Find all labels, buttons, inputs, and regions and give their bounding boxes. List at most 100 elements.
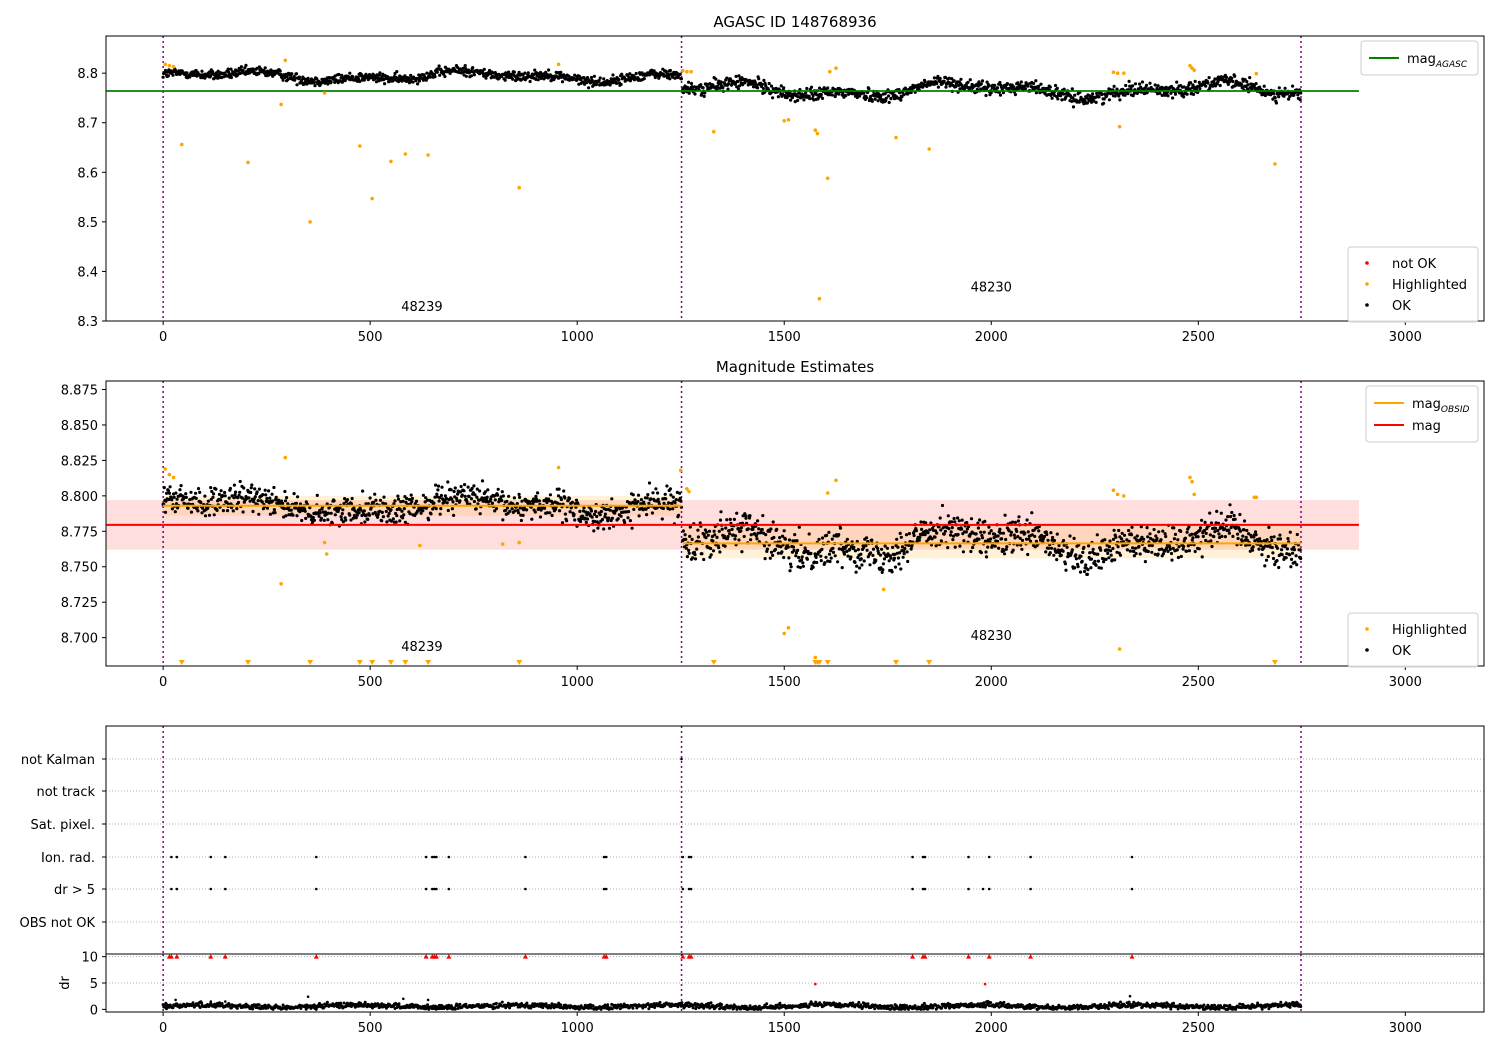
ok-point bbox=[161, 75, 165, 79]
ok-point bbox=[367, 513, 372, 517]
ok-point bbox=[411, 80, 415, 84]
legend-label-subscript: OBSID bbox=[1441, 405, 1470, 415]
ok-point bbox=[326, 511, 330, 515]
ok-point bbox=[1299, 556, 1303, 561]
ok-point bbox=[396, 494, 400, 498]
ok-point bbox=[212, 492, 216, 496]
ok-point bbox=[769, 84, 774, 88]
ok-point bbox=[292, 492, 296, 496]
ok-point bbox=[347, 75, 351, 79]
ok-point bbox=[378, 71, 382, 75]
ok-point bbox=[559, 497, 564, 502]
ok-point bbox=[800, 558, 804, 562]
flag-point bbox=[209, 855, 213, 859]
ok-point bbox=[1189, 81, 1193, 85]
ok-point bbox=[882, 557, 887, 561]
ok-point bbox=[523, 71, 527, 75]
ok-point bbox=[1227, 531, 1231, 535]
flag-point bbox=[175, 887, 179, 891]
ok-point bbox=[519, 518, 524, 523]
ok-point bbox=[1204, 84, 1208, 88]
ok-point bbox=[733, 82, 738, 86]
chart-title: AGASC ID 148768936 bbox=[713, 13, 876, 31]
ok-point bbox=[312, 80, 316, 84]
dr-point bbox=[458, 1002, 462, 1006]
highlighted-point bbox=[894, 135, 898, 140]
ok-point bbox=[760, 82, 764, 87]
ok-point bbox=[1148, 532, 1152, 536]
ok-point bbox=[1011, 520, 1015, 524]
legend-label: OK bbox=[1392, 299, 1411, 314]
ok-point bbox=[1224, 518, 1228, 522]
highlighted-point bbox=[1115, 492, 1120, 497]
ok-point bbox=[1109, 553, 1113, 557]
ok-point bbox=[976, 526, 981, 530]
ok-point bbox=[1030, 511, 1034, 515]
ok-point bbox=[1143, 86, 1147, 90]
ok-point bbox=[512, 70, 517, 74]
ok-point bbox=[689, 81, 694, 86]
ok-point bbox=[249, 490, 253, 495]
ok-point bbox=[984, 550, 988, 554]
ok-point bbox=[178, 488, 182, 492]
ok-point bbox=[434, 507, 438, 511]
ok-point bbox=[647, 501, 651, 505]
ok-point bbox=[765, 547, 770, 551]
ok-point bbox=[608, 508, 612, 512]
ok-point bbox=[1052, 538, 1056, 543]
ok-point bbox=[528, 79, 532, 84]
ok-point bbox=[819, 93, 823, 97]
ok-point bbox=[730, 527, 734, 532]
ok-point bbox=[392, 502, 396, 506]
ok-point bbox=[534, 494, 538, 498]
ok-point bbox=[667, 501, 671, 505]
ok-point bbox=[739, 529, 743, 533]
ok-point bbox=[232, 483, 236, 487]
ok-point bbox=[400, 509, 404, 513]
ok-point bbox=[763, 557, 767, 561]
ok-point bbox=[1177, 545, 1181, 549]
ok-point bbox=[209, 486, 213, 490]
ok-point bbox=[948, 84, 952, 88]
ok-point bbox=[1135, 534, 1139, 538]
ok-point bbox=[828, 559, 832, 564]
ok-point bbox=[409, 502, 413, 506]
ok-point bbox=[239, 65, 243, 69]
ok-point bbox=[504, 508, 508, 512]
ok-point bbox=[1164, 85, 1168, 89]
ok-point bbox=[413, 502, 417, 506]
ok-point bbox=[933, 535, 937, 539]
ok-point bbox=[964, 530, 968, 534]
ok-point bbox=[979, 530, 983, 534]
ok-point bbox=[679, 499, 683, 503]
ok-point bbox=[296, 495, 300, 499]
ok-point bbox=[455, 498, 459, 503]
ok-point bbox=[478, 512, 482, 516]
ok-point bbox=[903, 546, 907, 551]
ok-point bbox=[724, 526, 728, 530]
ok-point bbox=[443, 494, 447, 498]
ok-point bbox=[1104, 557, 1108, 562]
ok-point bbox=[458, 490, 463, 494]
y-tick-label: 8.725 bbox=[61, 596, 98, 611]
ok-point bbox=[1266, 554, 1270, 559]
ok-point bbox=[253, 487, 257, 491]
ok-point bbox=[560, 80, 565, 84]
ok-point bbox=[1277, 95, 1281, 99]
ok-point bbox=[1273, 96, 1277, 100]
ok-point bbox=[492, 75, 496, 79]
ok-point bbox=[764, 84, 768, 88]
ok-point bbox=[401, 499, 405, 503]
y-tick-label: OBS not OK bbox=[20, 916, 96, 931]
ok-point bbox=[1080, 559, 1084, 563]
ok-point bbox=[871, 553, 875, 558]
ok-point bbox=[226, 67, 230, 71]
ok-point bbox=[1271, 556, 1276, 561]
ok-point bbox=[693, 92, 697, 96]
ok-point bbox=[709, 553, 713, 557]
ok-point bbox=[696, 528, 700, 532]
ok-point bbox=[460, 493, 464, 497]
ok-point bbox=[987, 525, 991, 529]
ok-point bbox=[538, 70, 543, 75]
ok-point bbox=[1061, 549, 1065, 553]
